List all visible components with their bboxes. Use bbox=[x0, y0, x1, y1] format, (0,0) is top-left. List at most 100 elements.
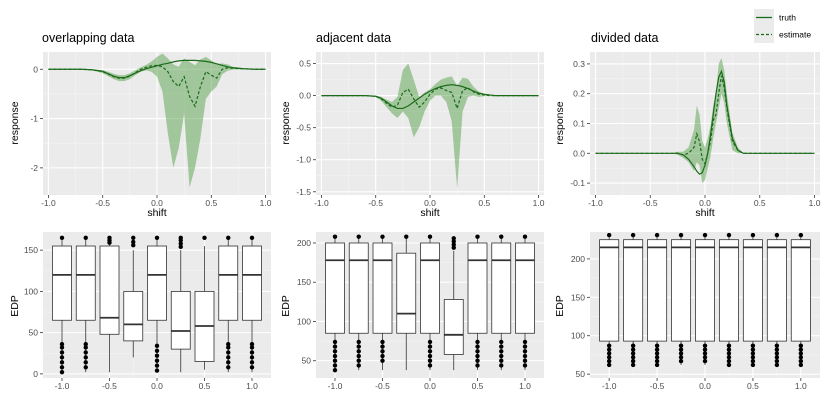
panel-title: adjacent data bbox=[316, 31, 391, 45]
x-tick-label: -0.5 bbox=[375, 381, 390, 391]
x-tick-label: 0.5 bbox=[478, 198, 490, 208]
box bbox=[420, 242, 440, 334]
outlier-point bbox=[678, 351, 684, 356]
x-tick-label: 1.0 bbox=[533, 198, 545, 208]
outlier-point bbox=[606, 355, 612, 360]
outlier-point bbox=[654, 358, 660, 364]
outlier-point bbox=[606, 362, 612, 368]
outlier-point bbox=[499, 234, 504, 239]
outlier-point bbox=[774, 355, 780, 360]
outlier-point bbox=[427, 344, 433, 349]
x-tick-label: -0.5 bbox=[95, 198, 110, 208]
x-tick-label: 1.0 bbox=[809, 198, 821, 208]
outlier-point bbox=[630, 347, 636, 352]
outlier-point bbox=[332, 339, 338, 345]
outlier-point bbox=[226, 341, 231, 347]
outlier-point bbox=[332, 363, 338, 368]
panel-title: overlapping data bbox=[42, 31, 134, 45]
outlier-point bbox=[726, 358, 732, 364]
outlier-point bbox=[726, 355, 732, 360]
outlier-point bbox=[654, 343, 660, 348]
panel-edp-overlapping: EDP -1.0 -0.5 0.0 0.5 1.0 0 50 100 150 bbox=[9, 232, 271, 391]
outlier-point bbox=[499, 363, 504, 368]
outlier-point bbox=[630, 362, 636, 368]
outlier-point bbox=[798, 343, 804, 348]
outlier-point bbox=[750, 358, 756, 364]
outlier-point bbox=[499, 339, 504, 345]
outlier-point bbox=[451, 236, 456, 241]
outlier-point bbox=[226, 235, 231, 240]
outlier-point bbox=[154, 363, 160, 368]
outlier-point bbox=[332, 353, 338, 359]
outlier-point bbox=[798, 355, 804, 360]
outlier-point bbox=[356, 344, 361, 349]
outlier-point bbox=[356, 234, 361, 239]
y-tick-label: 200 bbox=[297, 238, 311, 248]
confidence-ribbon bbox=[48, 53, 266, 188]
box bbox=[623, 239, 644, 342]
outlier-point bbox=[356, 353, 361, 359]
outlier-point bbox=[451, 239, 456, 244]
y-tick-label: -1.5 bbox=[296, 187, 311, 197]
x-tick-label: 1.0 bbox=[519, 381, 531, 391]
panel-response-overlapping: overlapping data response shift -1.0 -0.5… bbox=[9, 31, 272, 219]
outlier-point bbox=[427, 358, 433, 363]
outlier-point bbox=[475, 344, 480, 349]
outlier-point bbox=[774, 347, 780, 352]
plot-area: -1.0 -0.5 0.0 0.5 1.0 0 50 100 150 bbox=[24, 232, 271, 391]
outlier-point bbox=[750, 351, 756, 356]
outlier-point bbox=[499, 358, 504, 363]
outlier-point bbox=[750, 232, 756, 238]
outlier-point bbox=[249, 235, 255, 240]
outlier-point bbox=[178, 235, 183, 240]
outlier-point bbox=[750, 355, 756, 360]
x-tick-label: -1.0 bbox=[55, 381, 70, 391]
outlier-point bbox=[202, 235, 207, 240]
outlier-point bbox=[750, 343, 756, 348]
outlier-point bbox=[380, 344, 385, 349]
outlier-point bbox=[226, 350, 231, 355]
panel-edp-divided: EDP -1.0 -0.5 0.0 0.5 1.0 50 100 150 200 bbox=[554, 232, 820, 391]
outlier-point bbox=[750, 362, 756, 368]
y-axis-title: EDP bbox=[9, 295, 21, 317]
outlier-point bbox=[83, 350, 88, 355]
outlier-point bbox=[522, 339, 528, 345]
x-tick-label: 0.0 bbox=[699, 381, 711, 391]
plot-area: -1.0 -0.5 0.0 0.5 1.0 -2 -1 0 bbox=[30, 52, 272, 208]
y-axis-title: response bbox=[9, 101, 21, 144]
outlier-point bbox=[654, 362, 660, 368]
outlier-point bbox=[774, 362, 780, 368]
panel-response-divided: divided data response shift -1.0 -0.5 0.0 0… bbox=[554, 31, 821, 219]
outlier-point bbox=[427, 353, 433, 359]
outlier-point bbox=[678, 232, 684, 238]
outlier-point bbox=[630, 358, 636, 364]
outlier-point bbox=[404, 234, 409, 239]
y-tick-label: 200 bbox=[571, 254, 585, 264]
x-tick-label: -1.0 bbox=[328, 381, 343, 391]
y-tick-label: 50 bbox=[302, 356, 312, 366]
outlier-point bbox=[226, 360, 231, 365]
outlier-point bbox=[131, 235, 136, 240]
outlier-point bbox=[630, 355, 636, 360]
box bbox=[147, 245, 167, 321]
outlier-point bbox=[630, 351, 636, 356]
outlier-point bbox=[154, 343, 160, 349]
outlier-point bbox=[83, 365, 88, 370]
x-tick-label: 0.5 bbox=[747, 381, 759, 391]
x-tick-label: -0.5 bbox=[102, 381, 117, 391]
x-tick-label: -1.0 bbox=[602, 381, 617, 391]
outlier-point bbox=[451, 242, 456, 247]
x-axis-title: shift bbox=[147, 207, 166, 219]
x-tick-label: 0.5 bbox=[205, 198, 217, 208]
y-tick-label: 150 bbox=[297, 277, 311, 287]
box bbox=[372, 242, 393, 334]
outlier-point bbox=[774, 232, 780, 238]
outlier-point bbox=[249, 360, 255, 365]
y-axis-title: EDP bbox=[554, 295, 566, 317]
outlier-point bbox=[798, 362, 804, 368]
y-tick-label: -0.1 bbox=[570, 178, 585, 188]
outlier-point bbox=[475, 234, 480, 239]
x-tick-label: 0.0 bbox=[424, 198, 436, 208]
outlier-point bbox=[59, 370, 65, 375]
outlier-point bbox=[332, 367, 338, 373]
